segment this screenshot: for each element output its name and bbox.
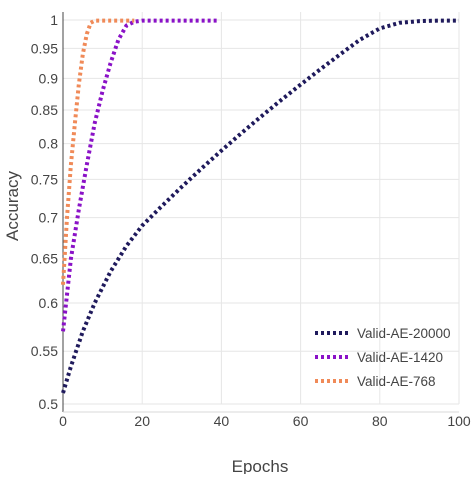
y-tick-label: 0.6 [39, 295, 59, 311]
legend-label: Valid-AE-1420 [357, 350, 443, 365]
x-tick-label: 40 [214, 413, 230, 429]
y-tick-label: 0.75 [31, 171, 58, 187]
x-tick-label: 20 [134, 413, 150, 429]
legend-label: Valid-AE-20000 [357, 326, 451, 341]
legend[interactable]: Valid-AE-20000 Valid-AE-1420 Valid-AE-768 [315, 326, 451, 389]
y-tick-label: 0.7 [39, 210, 59, 226]
y-tick-label: 0.55 [31, 343, 58, 359]
y-axis-label: Accuracy [3, 171, 22, 241]
legend-item-valid-ae-20000[interactable]: Valid-AE-20000 [315, 326, 451, 341]
y-tick-label: 0.9 [39, 70, 59, 86]
y-tick-label: 0.5 [39, 396, 59, 412]
grid [63, 12, 460, 405]
x-tick-label: 80 [372, 413, 388, 429]
x-tick-label: 60 [293, 413, 309, 429]
y-tick-label: 0.8 [39, 136, 59, 152]
legend-item-valid-ae-768[interactable]: Valid-AE-768 [315, 374, 436, 389]
y-tick-label: 0.65 [31, 251, 58, 267]
series-lines [61, 18, 459, 394]
y-tick-label: 0.95 [31, 40, 58, 56]
legend-item-valid-ae-1420[interactable]: Valid-AE-1420 [315, 350, 443, 365]
x-axis-label: Epochs [232, 457, 289, 474]
axes [62, 12, 459, 413]
y-tick-label: 0.85 [31, 102, 58, 118]
series-line-valid-ae-768 [61, 18, 135, 285]
legend-label: Valid-AE-768 [357, 374, 436, 389]
tick-labels: 0.5 0.55 0.6 0.65 0.7 0.75 0.8 0.85 0.9 0.95 1 0 20 4… [31, 12, 471, 429]
y-tick-label: 1 [50, 12, 58, 28]
x-tick-label: 100 [447, 413, 471, 429]
x-tick-label: 0 [59, 413, 67, 429]
